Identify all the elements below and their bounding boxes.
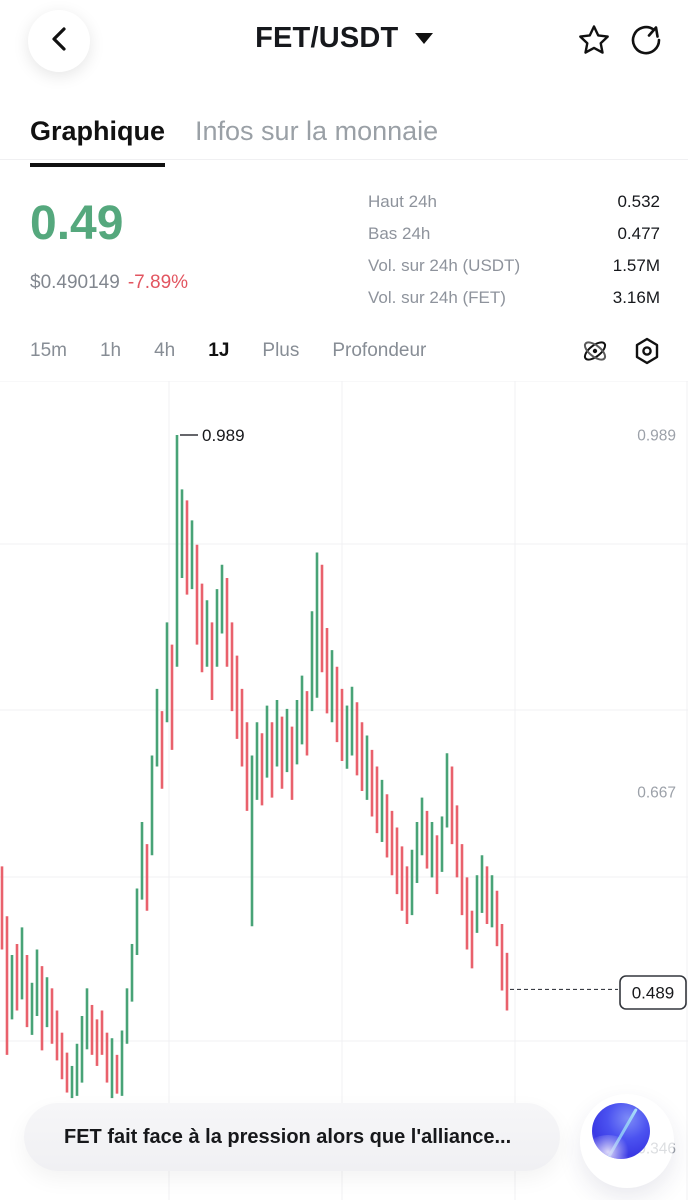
stat-label: Vol. sur 24h (USDT) <box>368 256 520 276</box>
stat-value: 0.477 <box>617 224 660 244</box>
timeframe-1h[interactable]: 1h <box>100 340 121 362</box>
fiat-price-row: $0.490149 -7.89% <box>30 272 188 294</box>
gear-icon <box>632 353 662 370</box>
stat-label: Vol. sur 24h (FET) <box>368 288 506 308</box>
timeframe-15m[interactable]: 15m <box>30 340 67 362</box>
stat-value: 1.57M <box>613 256 660 276</box>
svg-text:0.667: 0.667 <box>637 785 676 802</box>
fiat-price: $0.490149 <box>30 272 120 293</box>
timeframe-1j[interactable]: 1J <box>208 340 229 362</box>
timeframe-4h[interactable]: 4h <box>154 340 175 362</box>
news-ticker[interactable]: FET fait face à la pression alors que l'… <box>24 1103 560 1171</box>
chart-settings-button[interactable] <box>632 336 662 366</box>
atom-icon <box>580 353 610 370</box>
timeframe-profondeur[interactable]: Profondeur <box>332 340 426 362</box>
trading-screen: FET/USDT Graphique Infos sur la monnaie … <box>0 0 688 1200</box>
stats-24h: Haut 24h 0.532 Bas 24h 0.477 Vol. sur 24h (U… <box>368 186 660 314</box>
share-button[interactable] <box>628 22 664 58</box>
svg-text:0.989: 0.989 <box>202 426 245 445</box>
stat-row: Vol. sur 24h (USDT) 1.57M <box>368 250 660 282</box>
page-title: FET/USDT <box>255 22 398 55</box>
change-percent: -7.89% <box>128 272 188 293</box>
tab-divider <box>0 159 688 160</box>
stat-row: Vol. sur 24h (FET) 3.16M <box>368 282 660 314</box>
chevron-down-icon <box>415 33 433 44</box>
stat-label: Bas 24h <box>368 224 430 244</box>
news-headline: FET fait face à la pression alors que l'… <box>64 1126 511 1149</box>
last-price: 0.49 <box>30 196 123 251</box>
stat-label: Haut 24h <box>368 192 437 212</box>
svg-text:0.489: 0.489 <box>632 984 675 1003</box>
indicators-button[interactable] <box>580 336 610 366</box>
stat-value: 3.16M <box>613 288 660 308</box>
orb-streak-decoration <box>607 1108 638 1158</box>
star-icon <box>576 45 612 62</box>
ai-assistant-button[interactable] <box>592 1103 650 1159</box>
stat-row: Bas 24h 0.477 <box>368 218 660 250</box>
stat-value: 0.532 <box>617 192 660 212</box>
stat-row: Haut 24h 0.532 <box>368 186 660 218</box>
candlestick-chart[interactable]: 0.9890.9890.6670.3460.489 <box>0 381 688 1200</box>
circular-arrow-icon <box>628 45 664 62</box>
timeframe-plus[interactable]: Plus <box>262 340 299 362</box>
svg-text:0.989: 0.989 <box>637 428 676 445</box>
favorite-star-button[interactable] <box>576 22 612 58</box>
timeframe-bar: 15m 1h 4h 1J Plus Profondeur <box>30 340 426 362</box>
